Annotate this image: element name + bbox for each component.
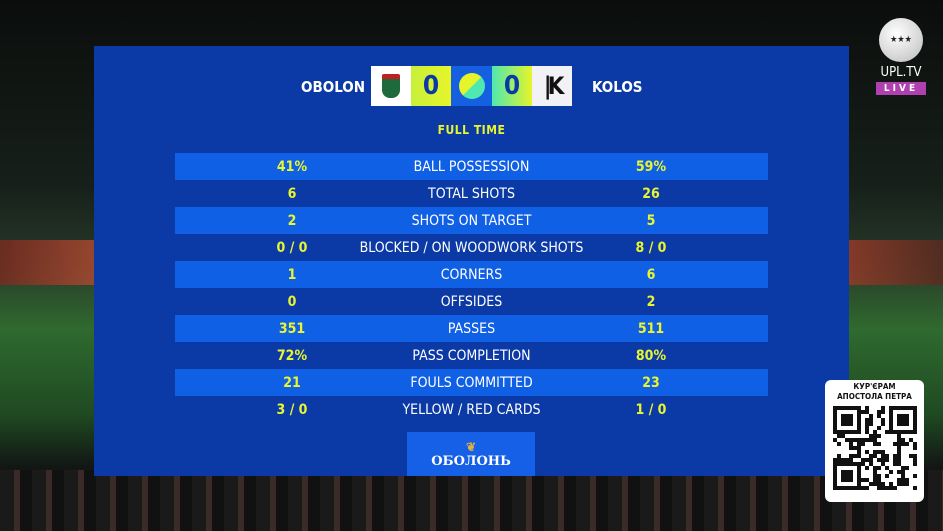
upl-logo-icon [451, 66, 492, 106]
away-stat-value: 2 [646, 293, 656, 310]
stat-row: 3 / 0 YELLOW / RED CARDS 1 / 0 [175, 396, 768, 423]
stat-label: YELLOW / RED CARDS [402, 401, 541, 418]
sponsor-name: ОБОЛОНЬ [431, 453, 511, 469]
home-stat-value: 0 [287, 293, 297, 310]
home-stat-value: 3 / 0 [276, 401, 308, 418]
scoreboard: 0 0 |K [371, 66, 572, 106]
stat-row: 0 / 0 BLOCKED / ON WOODWORK SHOTS 8 / 0 [175, 234, 768, 261]
match-status: FULL TIME [437, 123, 506, 137]
stat-label: PASS COMPLETION [412, 347, 531, 364]
upl-tv-brand: ★★★ UPL.TV LIVE [876, 18, 926, 95]
stat-row: 21 FOULS COMMITTED 23 [175, 369, 768, 396]
away-stat-value: 59% [635, 158, 667, 175]
obolon-crest-icon [371, 66, 411, 106]
away-stat-value: 6 [646, 266, 656, 283]
stat-label: BALL POSSESSION [413, 158, 530, 175]
stat-label: PASSES [447, 320, 496, 337]
home-stat-value: 21 [283, 374, 301, 391]
home-stat-value: 6 [287, 185, 297, 202]
stat-row: 2 SHOTS ON TARGET 5 [175, 207, 768, 234]
stat-label: OFFSIDES [440, 293, 503, 310]
sponsor-crest-icon: ❦ [465, 439, 477, 454]
stat-label: BLOCKED / ON WOODWORK SHOTS [359, 239, 584, 256]
away-score: 0 [492, 66, 532, 106]
home-stat-value: 351 [278, 320, 306, 337]
home-stat-value: 1 [287, 266, 297, 283]
stat-label: SHOTS ON TARGET [411, 212, 532, 229]
home-stat-value: 41% [276, 158, 308, 175]
away-stat-value: 80% [635, 347, 667, 364]
broadcaster-name: UPL.TV [880, 65, 922, 80]
sponsor-logo: ❦ ОБОЛОНЬ [407, 432, 535, 476]
stat-row: 6 TOTAL SHOTS 26 [175, 180, 768, 207]
qr-code-icon [832, 406, 917, 490]
stat-label: CORNERS [440, 266, 503, 283]
away-stat-value: 8 / 0 [635, 239, 667, 256]
qr-code-card[interactable]: КУР'ЄРАМ АПОСТОЛА ПЕТРА [825, 380, 924, 502]
home-stat-value: 0 / 0 [276, 239, 308, 256]
home-score: 0 [411, 66, 451, 106]
kolos-crest-icon: |K [532, 66, 572, 106]
stat-row: 1 CORNERS 6 [175, 261, 768, 288]
away-stat-value: 5 [646, 212, 656, 229]
away-stat-value: 511 [637, 320, 665, 337]
home-team-name: OBOLON [301, 78, 366, 96]
qr-caption-line1: КУР'ЄРАМ [853, 382, 896, 391]
qr-caption-line2: АПОСТОЛА ПЕТРА [837, 392, 912, 401]
stat-label: TOTAL SHOTS [428, 185, 515, 202]
live-badge: LIVE [876, 82, 926, 95]
away-stat-value: 1 / 0 [635, 401, 667, 418]
stats-panel: FULL TIME 41% BALL POSSESSION 59% 6 TOTAL SH… [94, 46, 849, 476]
upl-ball-icon: ★★★ [879, 18, 923, 62]
crowd-background [0, 470, 943, 531]
away-stat-value: 23 [642, 374, 660, 391]
away-team-name: KOLOS [592, 78, 643, 96]
stat-row: 72% PASS COMPLETION 80% [175, 342, 768, 369]
stat-row: 41% BALL POSSESSION 59% [175, 153, 768, 180]
home-stat-value: 2 [287, 212, 297, 229]
stat-label: FOULS COMMITTED [410, 374, 533, 391]
home-stat-value: 72% [276, 347, 308, 364]
stat-row: 0 OFFSIDES 2 [175, 288, 768, 315]
stat-row: 351 PASSES 511 [175, 315, 768, 342]
away-stat-value: 26 [642, 185, 660, 202]
